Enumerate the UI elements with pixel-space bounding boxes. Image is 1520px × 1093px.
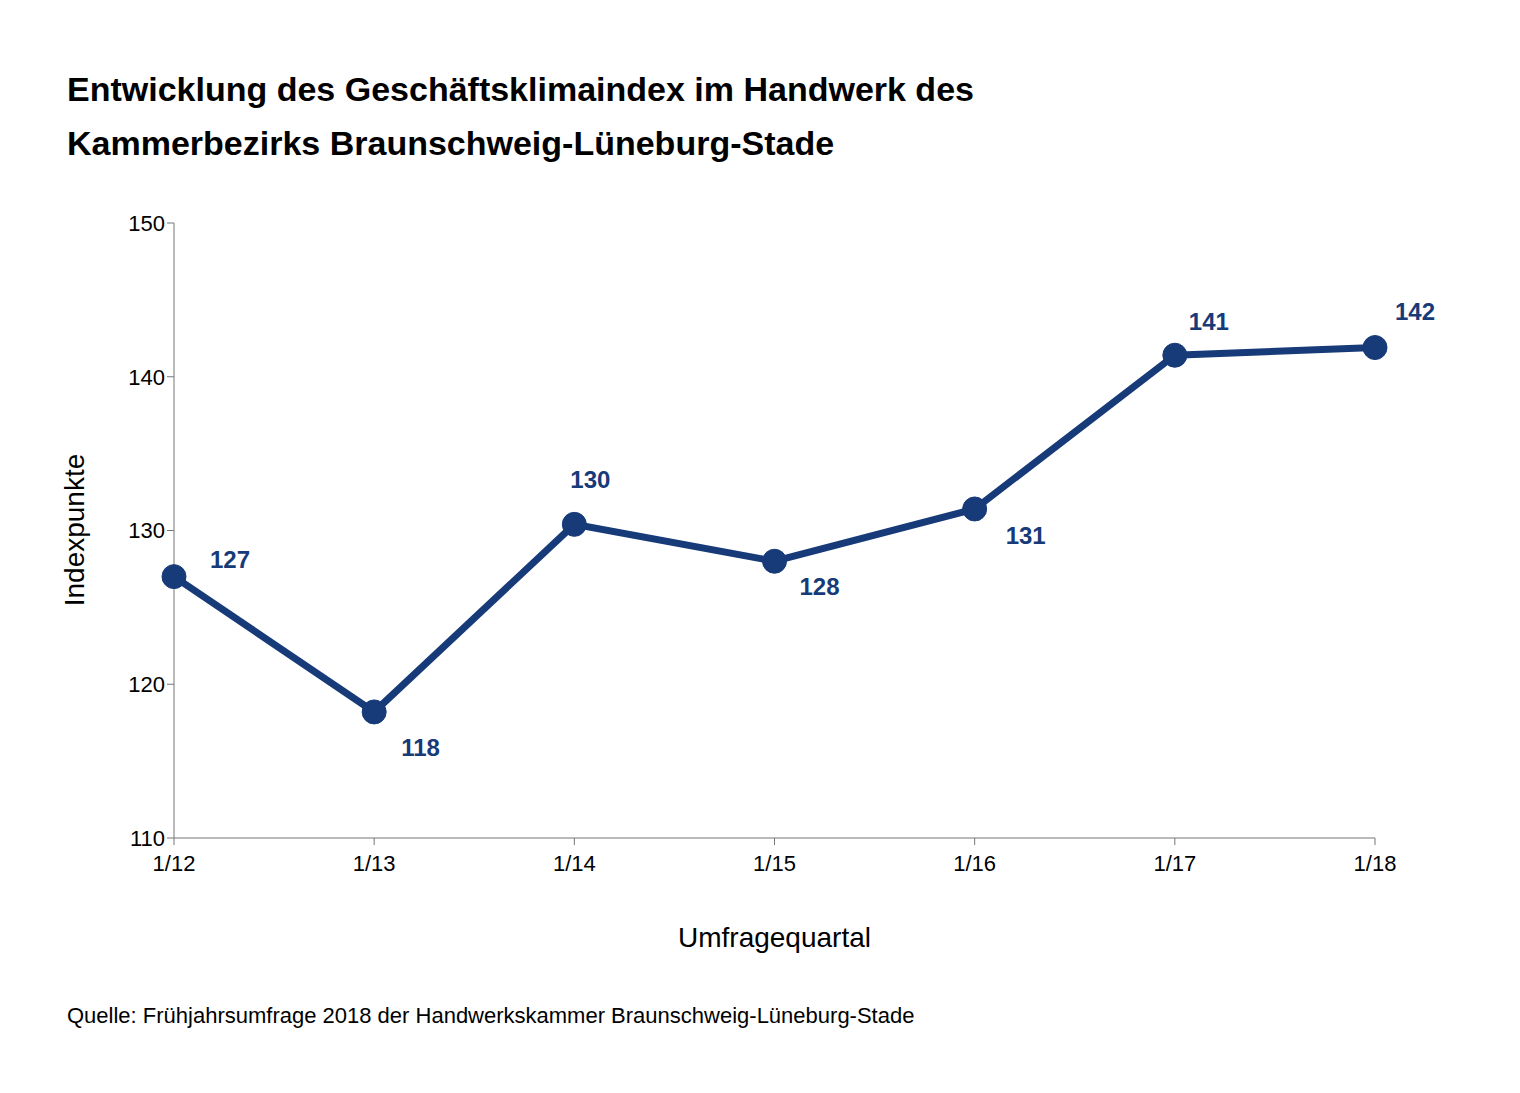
svg-text:131: 131 bbox=[1006, 522, 1046, 549]
svg-text:150: 150 bbox=[128, 211, 165, 236]
svg-text:130: 130 bbox=[570, 466, 610, 493]
svg-text:128: 128 bbox=[800, 573, 840, 600]
svg-text:1/16: 1/16 bbox=[953, 851, 996, 876]
svg-text:1/17: 1/17 bbox=[1153, 851, 1196, 876]
html-text:Quelle: Frühjahrsumfrage 2018: Quelle: Frühjahrsumfrage 2018 der Handwe… bbox=[67, 1003, 915, 1028]
svg-text:110: 110 bbox=[130, 826, 165, 851]
svg-text:140: 140 bbox=[128, 365, 165, 390]
svg-text:141: 141 bbox=[1189, 308, 1229, 335]
html-text:Umfragequartal: Umfragequartal bbox=[678, 922, 871, 953]
svg-text:127: 127 bbox=[210, 546, 250, 573]
html-text:Indexpunkte: Indexpunkte bbox=[59, 453, 90, 607]
svg-text:118: 118 bbox=[401, 734, 440, 761]
svg-text:1/12: 1/12 bbox=[153, 851, 196, 876]
html-text:Entwicklung des Geschäftsklima: Entwicklung des Geschäftsklimaindex im H… bbox=[67, 70, 974, 162]
svg-text:1/18: 1/18 bbox=[1354, 851, 1397, 876]
svg-text:1/13: 1/13 bbox=[353, 851, 396, 876]
svg-text:1/14: 1/14 bbox=[553, 851, 596, 876]
svg-text:1/15: 1/15 bbox=[753, 851, 796, 876]
svg-text:120: 120 bbox=[128, 672, 165, 697]
svg-text:130: 130 bbox=[128, 518, 165, 543]
svg-text:142: 142 bbox=[1395, 298, 1435, 325]
